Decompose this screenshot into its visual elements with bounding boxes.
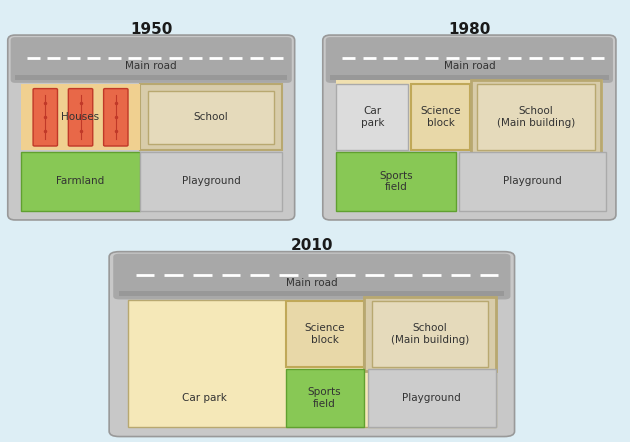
Text: Sports
field: Sports field [308, 387, 341, 409]
Text: Playground: Playground [503, 176, 561, 187]
Bar [411, 84, 470, 150]
Text: Science
block: Science block [304, 323, 345, 345]
Text: School
(Main building): School (Main building) [497, 107, 575, 128]
Bar [336, 152, 455, 210]
FancyBboxPatch shape [109, 251, 515, 437]
Text: Car
park: Car park [360, 107, 384, 128]
Text: Playground: Playground [403, 393, 461, 403]
Bar [336, 80, 602, 150]
Text: Sports
field: Sports field [379, 171, 413, 192]
FancyBboxPatch shape [33, 88, 57, 146]
Text: Farmland: Farmland [57, 176, 105, 187]
FancyBboxPatch shape [326, 37, 613, 83]
Bar [478, 84, 595, 150]
Text: School
(Main building): School (Main building) [391, 323, 469, 345]
Text: Car park: Car park [182, 393, 227, 403]
FancyBboxPatch shape [103, 88, 128, 146]
Bar [285, 369, 364, 427]
Text: School: School [193, 112, 228, 122]
Bar [21, 84, 140, 150]
Bar [147, 91, 275, 144]
Text: Science
block: Science block [420, 107, 461, 128]
Text: Main road: Main road [444, 61, 495, 71]
FancyBboxPatch shape [113, 254, 510, 299]
Text: 1950: 1950 [130, 22, 173, 37]
Text: Main road: Main road [286, 278, 338, 287]
Bar [285, 301, 364, 367]
FancyBboxPatch shape [68, 88, 93, 146]
Bar [127, 301, 496, 427]
Bar [21, 152, 140, 210]
Text: Playground: Playground [181, 176, 240, 187]
Bar [330, 75, 609, 80]
Bar [364, 297, 496, 371]
Text: Houses: Houses [62, 112, 100, 122]
FancyBboxPatch shape [11, 37, 292, 83]
Bar [368, 369, 496, 427]
Bar [140, 152, 282, 210]
FancyBboxPatch shape [323, 35, 616, 220]
Bar [120, 291, 504, 296]
Bar [15, 75, 287, 80]
Bar [459, 152, 605, 210]
Bar [372, 301, 488, 367]
Text: Main road: Main road [125, 61, 177, 71]
Text: 1980: 1980 [448, 22, 491, 37]
Bar [140, 84, 282, 150]
FancyBboxPatch shape [8, 35, 295, 220]
Bar [471, 80, 601, 154]
Text: 2010: 2010 [290, 238, 333, 253]
Bar [336, 84, 408, 150]
